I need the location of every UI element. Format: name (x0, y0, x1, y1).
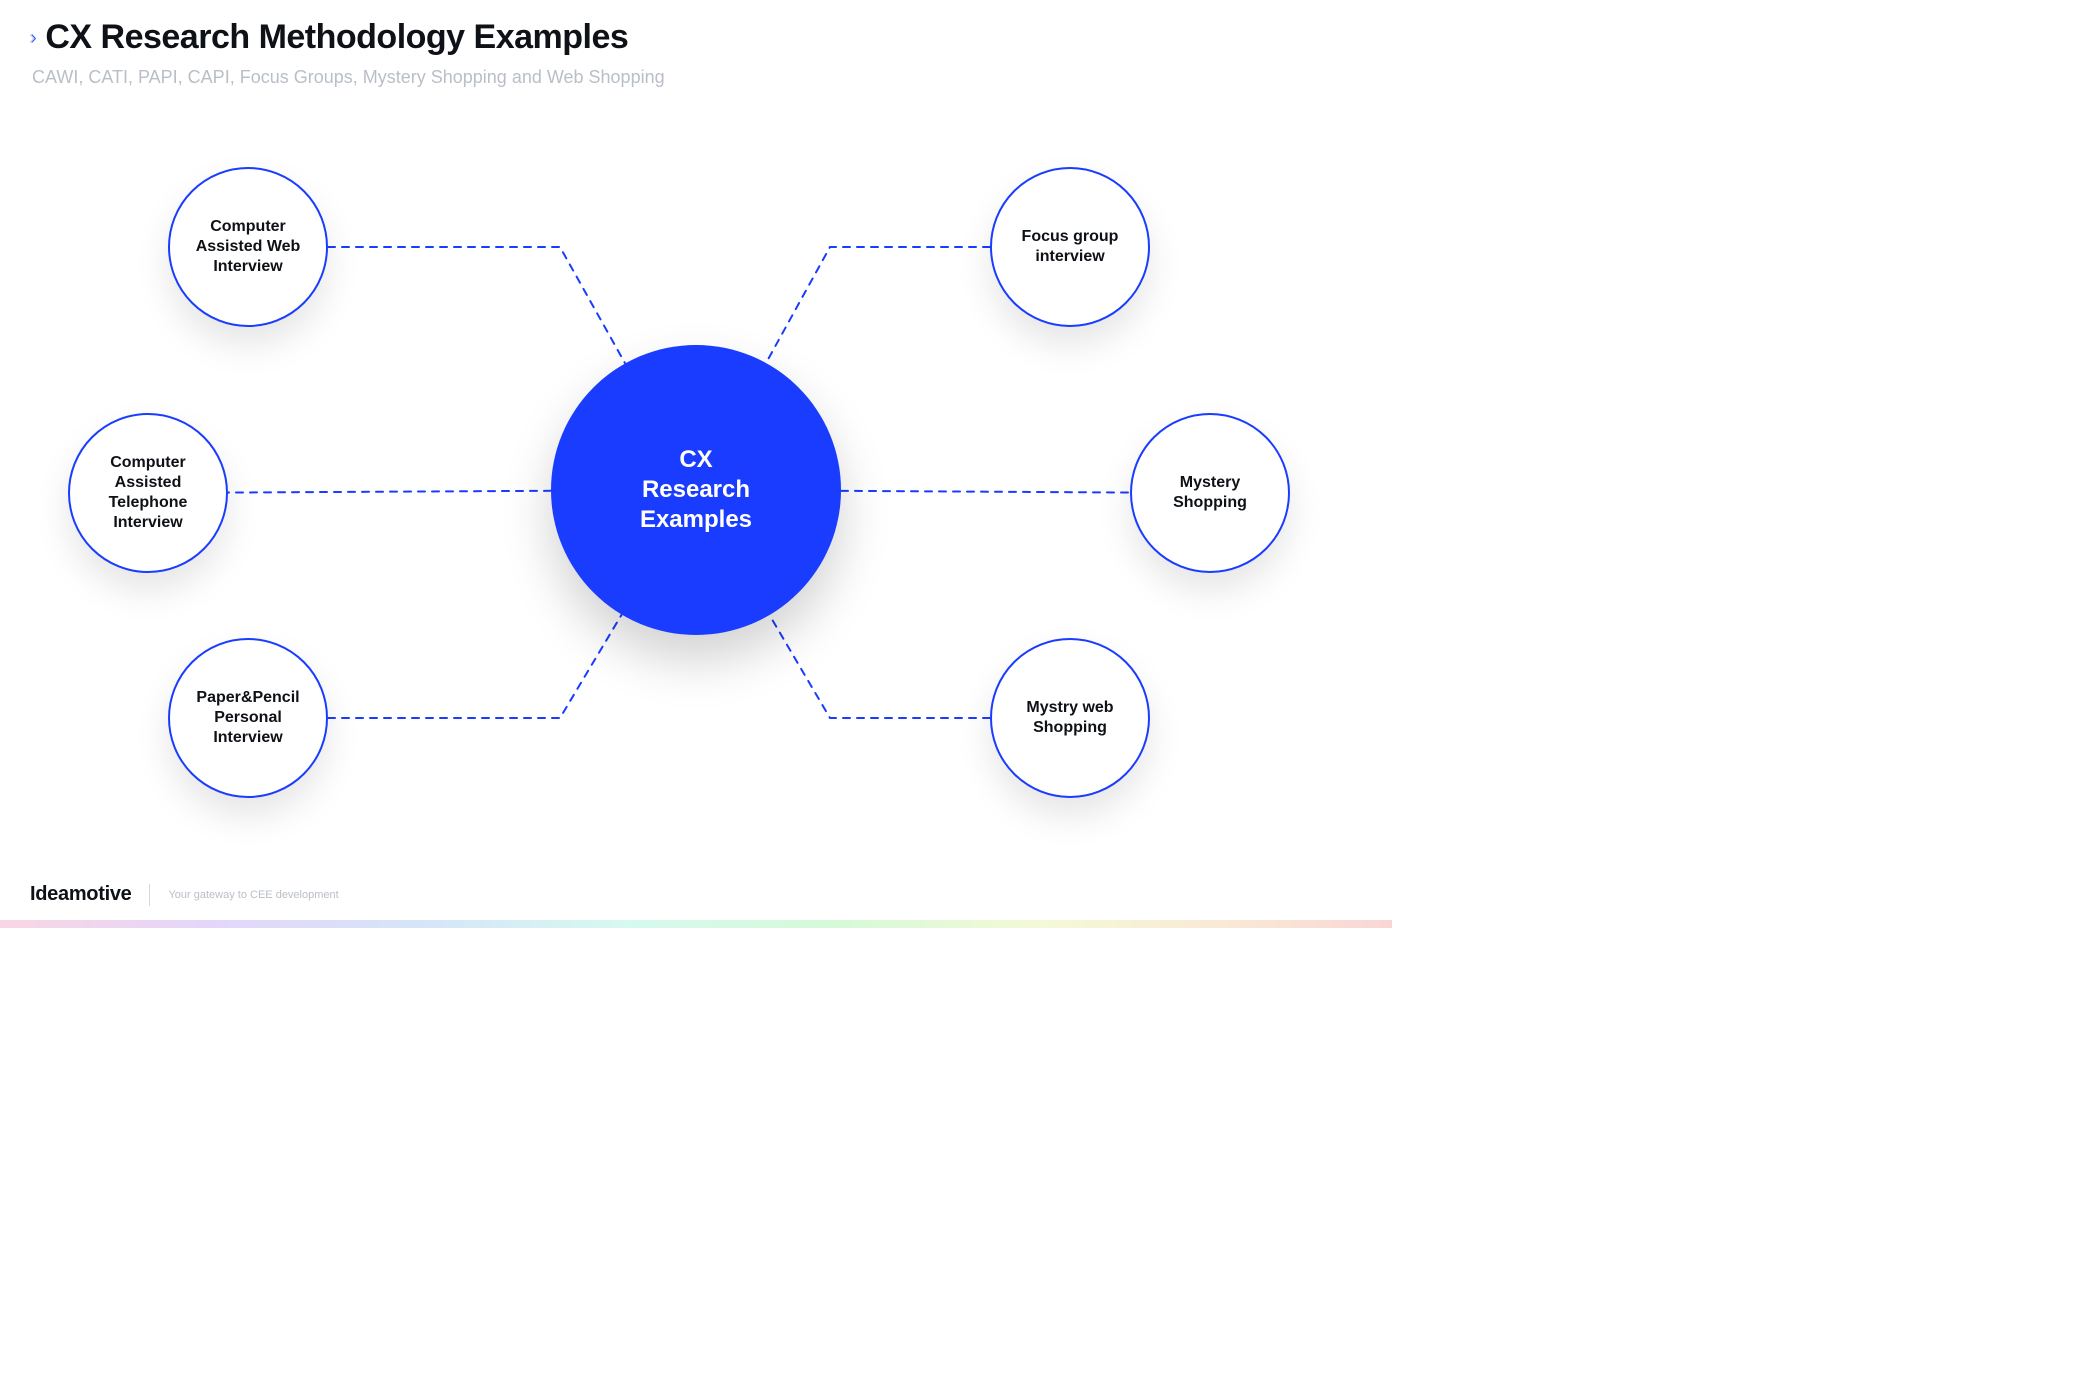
footer-tagline: Your gateway to CEE development (168, 889, 338, 901)
leaf-node-label: Mystry web Shopping (1026, 698, 1113, 738)
leaf-node-mweb: Mystry web Shopping (990, 638, 1150, 798)
footer: Ideamotive Your gateway to CEE developme… (30, 883, 339, 906)
rainbow-strip (0, 920, 1392, 928)
footer-divider (149, 884, 150, 906)
leaf-node-mystery: Mystery Shopping (1130, 413, 1290, 573)
center-node-label: CX Research Examples (640, 445, 752, 535)
center-node: CX Research Examples (551, 345, 841, 635)
leaf-node-label: Focus group interview (1022, 227, 1119, 267)
leaf-node-label: Computer Assisted Telephone Interview (109, 453, 188, 533)
leaf-node-cawi: Computer Assisted Web Interview (168, 167, 328, 327)
leaf-node-label: Mystery Shopping (1173, 473, 1247, 513)
leaf-node-label: Computer Assisted Web Interview (196, 217, 301, 277)
leaf-node-papi: Paper&Pencil Personal Interview (168, 638, 328, 798)
diagram-canvas: CX Research Examples Computer Assisted We… (0, 0, 1392, 928)
leaf-node-label: Paper&Pencil Personal Interview (196, 688, 299, 748)
leaf-node-focus: Focus group interview (990, 167, 1150, 327)
brand-wordmark: Ideamotive (30, 883, 131, 906)
leaf-node-cati: Computer Assisted Telephone Interview (68, 413, 228, 573)
